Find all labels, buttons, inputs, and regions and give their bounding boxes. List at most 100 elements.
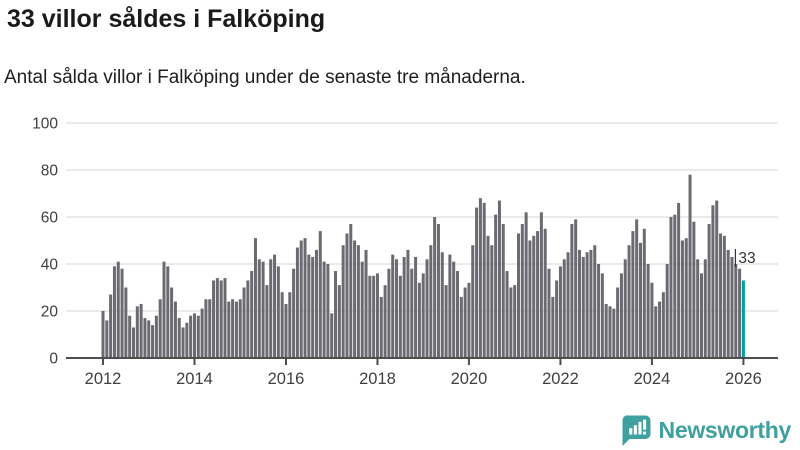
page-subtitle: Antal sålda villor i Falköping under de … [4,67,526,88]
bar [173,301,177,358]
bar [627,245,631,358]
bar [139,303,143,358]
bar [543,228,547,358]
bar [444,285,448,358]
bar [612,308,616,358]
y-axis-label: 40 [41,257,59,274]
page-title: 33 villor såldes i Falköping [7,5,326,33]
bar [539,212,543,358]
bar [730,256,734,358]
bar [715,200,719,358]
bar [128,315,132,358]
bar [631,231,635,358]
bar [116,261,120,358]
bar [436,224,440,358]
bar [623,259,627,358]
bar [417,282,421,358]
bar [147,320,151,358]
newsworthy-icon [622,415,651,446]
bar [181,327,185,358]
bar [589,249,593,358]
x-axis-label: 2022 [542,370,579,388]
bar [608,306,612,358]
bar [711,205,715,358]
bar [494,214,498,358]
x-axis-label: 2026 [725,370,762,388]
bar [276,266,280,358]
bar [345,233,349,358]
bar [478,198,482,358]
bar [250,271,254,358]
bar [646,264,650,358]
bar [162,261,166,358]
x-axis-label: 2024 [634,370,671,388]
bar [661,292,665,358]
bar [581,256,585,358]
bar [288,292,292,358]
bar [532,235,536,358]
bar [292,268,296,358]
bar [372,275,376,358]
bar [520,224,524,358]
bar [192,313,196,358]
bar [364,249,368,358]
bar [528,240,532,358]
bar [349,224,353,358]
bar [314,249,318,358]
bar [196,315,200,358]
bar [578,249,581,358]
bar [638,242,642,358]
bar [471,245,475,358]
bar [208,299,212,358]
bar [669,217,673,358]
bar [475,207,479,358]
bar [124,287,128,358]
bar [566,252,570,358]
x-axis-label: 2016 [268,370,305,388]
bar [398,275,402,358]
bar [101,311,105,358]
bar [231,299,235,358]
bar [360,261,364,358]
bar [597,264,601,358]
bar [375,273,379,358]
bar [497,200,501,358]
x-axis-label: 2020 [451,370,488,388]
bar [467,282,471,358]
y-axis-label: 100 [32,116,58,133]
bar [410,268,414,358]
bar [257,259,261,358]
bar [536,231,540,358]
bar [158,299,162,358]
bar [295,247,299,358]
bar [120,268,124,358]
bar [337,285,341,358]
bar [280,292,284,358]
bar [452,261,456,358]
bar [227,301,231,358]
x-axis-label: 2018 [359,370,396,388]
bar [265,285,269,358]
bar [105,320,109,358]
newsworthy-logo: Newsworthy [622,414,791,447]
bar [330,313,334,358]
bar [699,273,703,358]
bar [112,266,116,358]
bar [673,214,677,358]
bar [189,315,193,358]
bar [185,322,189,358]
bar [395,259,399,358]
bar [425,259,429,358]
bar [738,268,742,358]
bar [246,280,250,358]
bar [166,266,170,358]
bar [402,256,406,358]
annotation-value-label: 33 [738,250,755,267]
bar [517,233,521,358]
bar [318,231,322,358]
bar [433,217,437,358]
bar [326,264,330,358]
bar [151,325,155,358]
bar [463,287,467,358]
